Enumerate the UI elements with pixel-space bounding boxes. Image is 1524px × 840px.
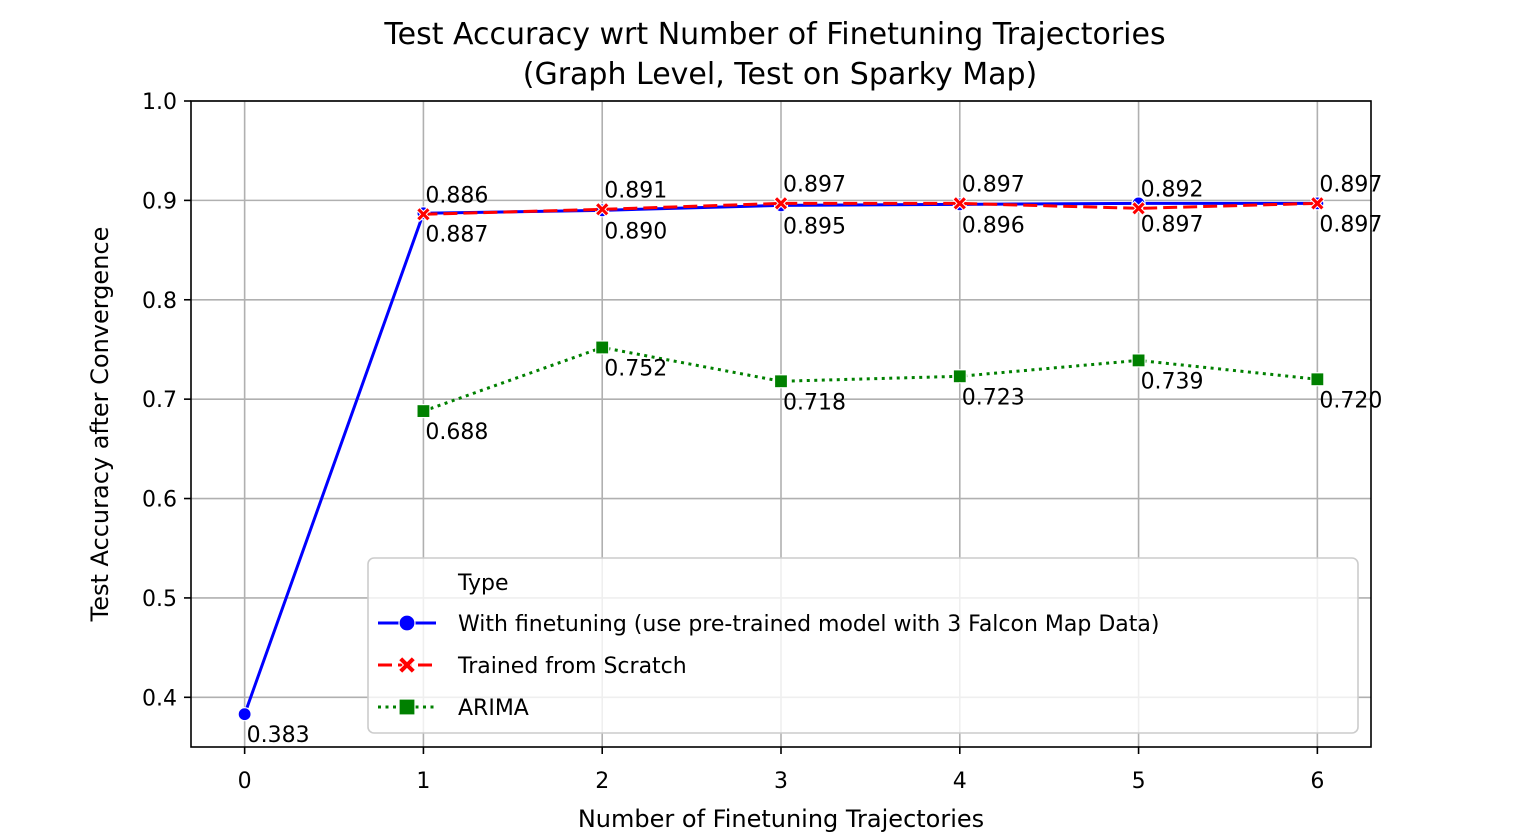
x-axis-label: Number of Finetuning Trajectories: [578, 805, 984, 833]
x-marker: [1131, 200, 1147, 216]
chart-title: Test Accuracy wrt Number of Finetuning T…: [383, 17, 1165, 52]
data-label: 0.897: [1319, 212, 1382, 237]
data-label: 0.688: [425, 420, 488, 445]
square-marker: [595, 340, 610, 355]
data-label: 0.718: [783, 390, 846, 415]
x-marker: [952, 195, 968, 211]
legend-label: Trained from Scratch: [457, 654, 687, 679]
series-line: [422, 345, 1318, 413]
legend-entries: With finetuning (use pre-trained model w…: [378, 612, 1159, 721]
data-label: 0.886: [425, 183, 488, 208]
data-label: 0.752: [604, 356, 667, 381]
series-layer: [237, 195, 1325, 722]
data-label: 0.891: [604, 178, 667, 203]
legend-entry-2: ARIMA: [378, 696, 529, 721]
x-marker: [415, 206, 431, 222]
legend: Type With finetuning (use pre-trained mo…: [367, 557, 1359, 734]
x-tick-label: 4: [953, 769, 967, 794]
data-label: 0.383: [247, 723, 310, 748]
data-label: 0.897: [1319, 172, 1382, 197]
x-tick-label: 5: [1132, 769, 1146, 794]
square-marker: [773, 374, 789, 389]
x-tick-label: 6: [1310, 769, 1324, 794]
data-label: 0.897: [783, 172, 846, 197]
data-label: 0.895: [783, 214, 846, 239]
y-tick-label: 0.5: [142, 587, 177, 612]
x-marker: [594, 201, 610, 217]
data-label: 0.892: [1141, 177, 1204, 202]
y-axis-label: Test Accuracy after Convergence: [86, 227, 114, 623]
x-tick-label: 0: [238, 769, 252, 794]
y-tick-label: 1.0: [142, 90, 177, 115]
y-tick-label: 0.6: [142, 488, 177, 513]
y-tick-label: 0.8: [142, 289, 177, 314]
series-line: [423, 201, 1318, 216]
square-marker: [1310, 372, 1325, 387]
square-marker: [398, 698, 416, 716]
y-tick-label: 0.9: [142, 189, 177, 214]
chart-subtitle: (Graph Level, Test on Sparky Map): [523, 57, 1037, 92]
x-marker: [1309, 195, 1325, 211]
y-tick-label: 0.7: [142, 388, 177, 413]
x-axis-ticks: 0 1 2 3 4 5 6: [238, 747, 1324, 794]
data-label: 0.890: [604, 219, 667, 244]
legend-box: [367, 557, 1359, 734]
legend-title: Type: [457, 571, 509, 596]
y-axis-ticks: 0.4 0.5 0.6 0.7 0.8 0.9 1.0: [142, 90, 191, 711]
data-label: 0.720: [1319, 388, 1382, 413]
square-marker: [952, 369, 967, 384]
square-marker: [416, 403, 431, 419]
data-label: 0.897: [962, 172, 1025, 197]
data-label: 0.739: [1141, 369, 1204, 394]
plot-frame: [190, 100, 1372, 748]
x-tick-label: 2: [595, 769, 609, 794]
data-label: 0.723: [962, 385, 1025, 410]
legend-entry-0: With finetuning (use pre-trained model w…: [378, 612, 1159, 637]
series-1: [415, 195, 1325, 222]
data-label: 0.897: [1141, 212, 1204, 237]
x-tick-label: 3: [774, 769, 788, 794]
data-label: 0.887: [425, 222, 488, 247]
circle-marker: [398, 614, 416, 632]
circle-marker: [237, 707, 252, 722]
x-marker: [773, 195, 789, 211]
data-label: 0.896: [962, 213, 1025, 238]
series-2: [416, 340, 1325, 419]
legend-entry-1: Trained from Scratch: [378, 654, 687, 679]
square-marker: [1131, 353, 1146, 368]
legend-label: With finetuning (use pre-trained model w…: [458, 612, 1159, 637]
data-labels: 0.383 0.887 0.890 0.895 0.896 0.897 0.897 0.886…: [247, 172, 1383, 748]
x-marker: [397, 655, 417, 675]
legend-label: ARIMA: [458, 696, 529, 721]
x-tick-label: 1: [416, 769, 430, 794]
y-tick-label: 0.4: [142, 686, 177, 711]
